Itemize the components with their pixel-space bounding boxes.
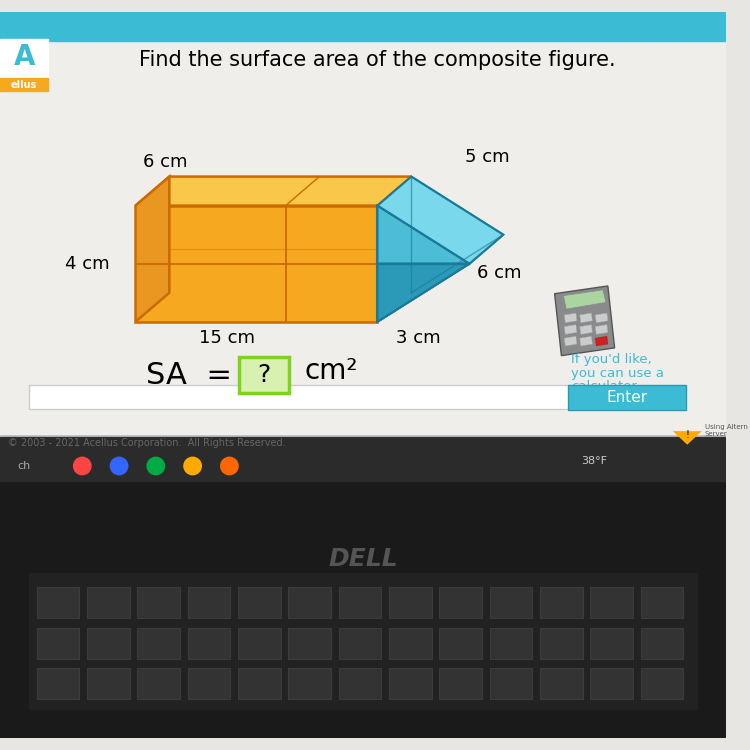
Text: cm²: cm²: [305, 357, 358, 386]
Polygon shape: [136, 176, 411, 206]
Text: ?: ?: [257, 363, 271, 387]
Bar: [590, 668, 633, 699]
Text: 6 cm: 6 cm: [477, 264, 522, 282]
Text: If you'd like,: If you'd like,: [571, 353, 652, 367]
Text: Enter: Enter: [607, 390, 648, 405]
Polygon shape: [596, 313, 608, 322]
Bar: [389, 587, 432, 618]
Circle shape: [220, 458, 238, 475]
Text: !: !: [686, 430, 689, 440]
Text: ch: ch: [17, 461, 31, 471]
Polygon shape: [596, 336, 608, 346]
Circle shape: [110, 458, 128, 475]
FancyBboxPatch shape: [568, 385, 686, 410]
Text: 4 cm: 4 cm: [64, 255, 110, 273]
Circle shape: [184, 458, 201, 475]
Bar: [540, 587, 583, 618]
Bar: [540, 668, 583, 699]
Bar: [440, 628, 482, 658]
Bar: [440, 668, 482, 699]
Circle shape: [74, 458, 91, 475]
Bar: [640, 668, 683, 699]
Bar: [0, 12, 726, 438]
Bar: [590, 628, 633, 658]
Bar: [29, 385, 600, 409]
Bar: [238, 587, 280, 618]
Bar: [238, 668, 280, 699]
Bar: [137, 668, 180, 699]
Polygon shape: [596, 336, 608, 346]
Text: calculator.: calculator.: [571, 380, 640, 394]
Bar: [389, 628, 432, 658]
Polygon shape: [563, 290, 606, 309]
Bar: [137, 587, 180, 618]
Text: 5 cm: 5 cm: [464, 148, 509, 166]
Bar: [29, 574, 697, 709]
Bar: [339, 668, 381, 699]
Bar: [289, 668, 331, 699]
Polygon shape: [564, 325, 577, 334]
Bar: [188, 628, 230, 658]
Bar: [490, 587, 532, 618]
Bar: [37, 628, 80, 658]
Text: 6 cm: 6 cm: [143, 153, 188, 171]
Polygon shape: [136, 206, 377, 322]
Bar: [389, 668, 432, 699]
Polygon shape: [673, 431, 702, 445]
Bar: [339, 628, 381, 658]
Bar: [87, 668, 130, 699]
Bar: [87, 628, 130, 658]
Text: you can use a: you can use a: [571, 367, 664, 380]
Bar: [238, 628, 280, 658]
Polygon shape: [596, 325, 608, 334]
Text: 3 cm: 3 cm: [396, 329, 440, 347]
Circle shape: [147, 458, 164, 475]
Bar: [0, 436, 726, 482]
Bar: [188, 668, 230, 699]
Bar: [490, 668, 532, 699]
Text: SA  =: SA =: [146, 361, 232, 389]
Text: 15 cm: 15 cm: [200, 329, 256, 347]
Bar: [37, 587, 80, 618]
FancyBboxPatch shape: [239, 356, 290, 394]
Text: A: A: [13, 43, 35, 70]
Polygon shape: [377, 264, 470, 322]
Text: Using Altern
Server: Using Altern Server: [705, 424, 748, 437]
Polygon shape: [564, 336, 577, 346]
Bar: [188, 587, 230, 618]
Polygon shape: [377, 235, 503, 322]
Polygon shape: [377, 206, 470, 264]
Bar: [87, 587, 130, 618]
Polygon shape: [580, 325, 592, 334]
Bar: [0, 39, 49, 80]
Bar: [0, 78, 49, 92]
Bar: [540, 628, 583, 658]
Bar: [0, 12, 726, 41]
Bar: [0, 438, 726, 738]
Polygon shape: [564, 313, 577, 322]
Bar: [289, 587, 331, 618]
Bar: [440, 587, 482, 618]
Text: Find the surface area of the composite figure.: Find the surface area of the composite f…: [140, 50, 616, 70]
Polygon shape: [554, 286, 615, 356]
Bar: [137, 628, 180, 658]
Text: 38°F: 38°F: [580, 456, 607, 466]
Polygon shape: [377, 176, 503, 264]
Bar: [640, 587, 683, 618]
Polygon shape: [580, 313, 592, 322]
Bar: [640, 628, 683, 658]
Polygon shape: [580, 336, 592, 346]
Polygon shape: [136, 176, 170, 322]
Bar: [590, 587, 633, 618]
Bar: [339, 587, 381, 618]
Bar: [289, 628, 331, 658]
Bar: [37, 668, 80, 699]
Bar: [490, 628, 532, 658]
Text: ellus: ellus: [11, 80, 38, 89]
Text: DELL: DELL: [328, 547, 398, 571]
Text: © 2003 - 2021 Acellus Corporation.  All Rights Reserved.: © 2003 - 2021 Acellus Corporation. All R…: [8, 438, 285, 448]
